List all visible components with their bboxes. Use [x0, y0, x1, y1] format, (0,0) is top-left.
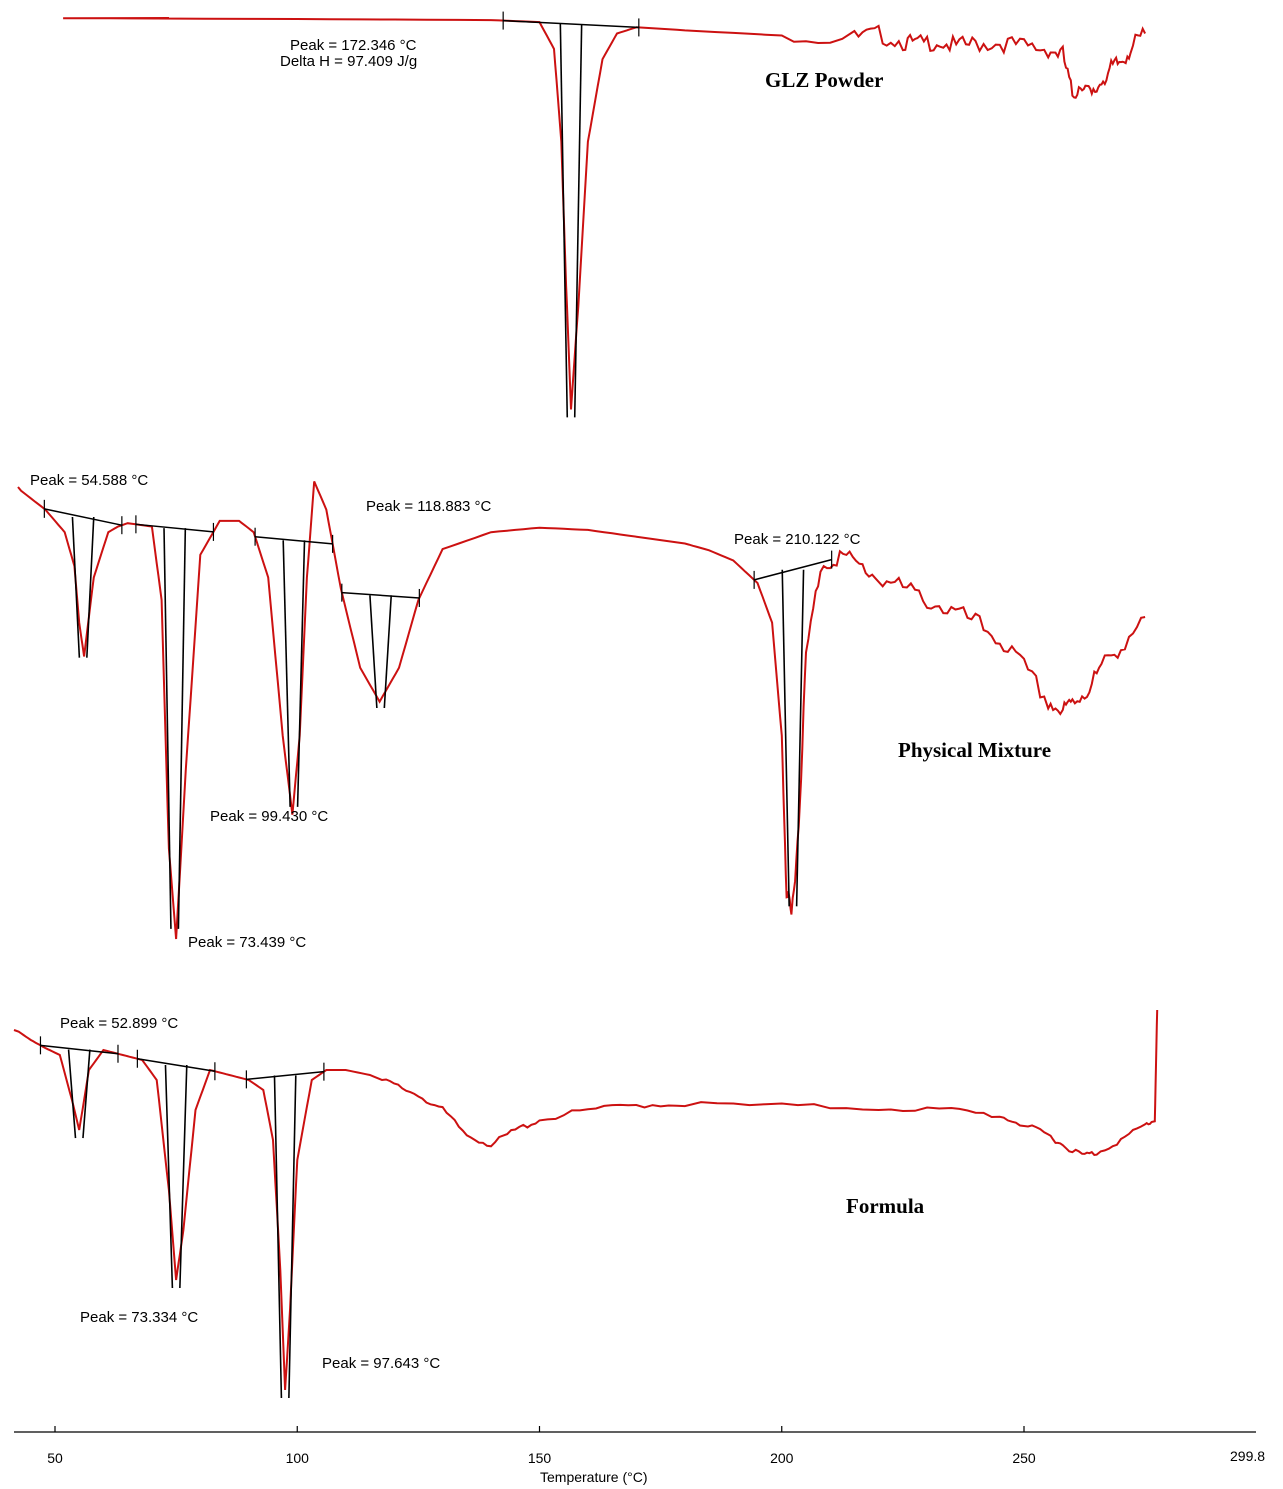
peak-label-pm-73: Peak = 73.439 °C — [188, 934, 306, 951]
peak-construction-formula-2 — [245, 1062, 325, 1399]
x-tick-label-50: 50 — [47, 1450, 63, 1466]
peak-construction-formula-0 — [39, 1036, 119, 1139]
peak-construction-formula-1 — [136, 1049, 216, 1289]
x-tick-label-200: 200 — [770, 1450, 794, 1466]
peak-construction-physical-mixture-0 — [43, 499, 123, 658]
peak-label-pm-99: Peak = 99.430 °C — [210, 808, 328, 825]
peak-label-pm-118: Peak = 118.883 °C — [366, 498, 492, 515]
peak-construction-physical-mixture-2 — [254, 527, 334, 807]
x-axis-label: Temperature (°C) — [540, 1469, 648, 1485]
peak-label-formula-97: Peak = 97.643 °C — [322, 1355, 440, 1372]
x-tick-label-150: 150 — [528, 1450, 552, 1466]
series-name-physical-mixture: Physical Mixture — [898, 738, 1051, 762]
peak-label-formula-73: Peak = 73.334 °C — [80, 1309, 198, 1326]
peak-construction-physical-mixture-3 — [341, 583, 420, 709]
peak-label-pm-54: Peak = 54.588 °C — [30, 472, 148, 489]
series-name-formula: Formula — [846, 1194, 925, 1218]
peak-label-glz-172: Peak = 172.346 °C — [290, 37, 417, 54]
series-line-formula — [13, 1009, 1159, 1391]
peak-sublabel-glz-deltah: Delta H = 97.409 J/g — [280, 53, 417, 70]
peak-construction-physical-mixture-4 — [753, 550, 833, 907]
x-axis: 299.8 Temperature (°C) 50 100 150 200 250 — [14, 1426, 1265, 1485]
x-tick-label-100: 100 — [286, 1450, 310, 1466]
peak-construction-glz-powder-0 — [502, 11, 640, 418]
series-line-glz-powder — [63, 17, 1146, 410]
peak-construction-physical-mixture-1 — [135, 515, 215, 929]
x-tick-label-250: 250 — [1012, 1450, 1036, 1466]
x-axis-end-label: 299.8 — [1230, 1448, 1265, 1464]
series-name-glz-powder: GLZ Powder — [765, 68, 883, 92]
traces-layer — [13, 11, 1159, 1399]
peak-label-formula-52: Peak = 52.899 °C — [60, 1015, 178, 1032]
peak-label-pm-210: Peak = 210.122 °C — [734, 531, 861, 548]
series-line-physical-mixture — [17, 481, 1146, 940]
annotations-layer: GLZ Powder Physical Mixture Formula Peak… — [30, 37, 1051, 1372]
